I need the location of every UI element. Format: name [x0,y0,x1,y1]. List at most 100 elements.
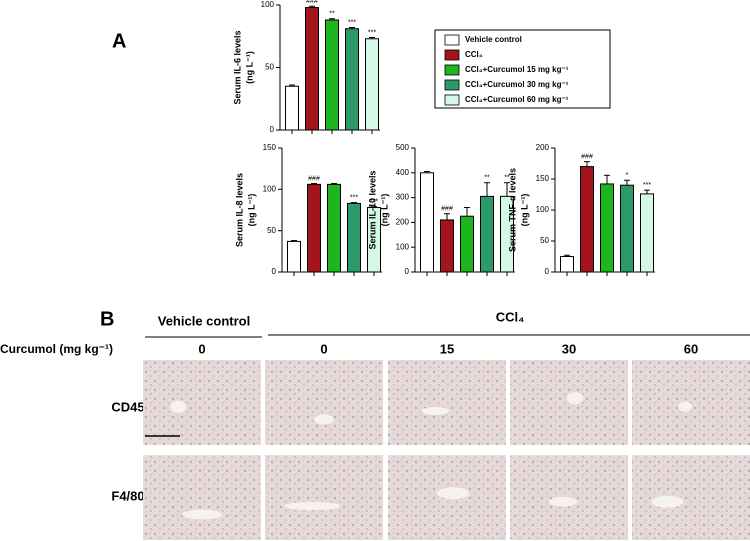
vessel [566,392,583,405]
significance-label: ### [581,153,593,160]
dose-title: Curcumol (mg kg⁻¹) [0,342,113,356]
legend-swatch [444,94,460,106]
row-label: CD45 [111,399,144,414]
bar [480,195,494,273]
y-tick-label: 50 [267,226,276,235]
y-tick-label: 50 [540,236,549,245]
group-label: CCl₄ [496,309,525,324]
legend-box [434,29,611,109]
significance-label: *** [368,29,376,36]
micrograph [510,360,628,445]
y-axis-unit: (ng L⁻¹) [244,51,254,84]
micrograph [143,360,261,445]
legend-label: CCl₄+Curcumol 60 mg kg⁻¹ [465,95,569,104]
vessel [421,407,450,415]
vessel [314,414,334,425]
panel-label: B [100,308,114,330]
bar [325,19,339,131]
legend-swatch [444,79,460,91]
bar [327,183,341,273]
legend-label: CCl₄ [465,50,483,59]
bar [440,219,454,273]
y-axis-unit: (ng L⁻¹) [246,194,256,227]
micrograph [265,455,383,540]
dose-label: 60 [684,341,698,356]
significance-label: * [626,172,629,179]
vessel [284,502,341,510]
dose-label: 15 [440,341,454,356]
y-tick-label: 100 [263,184,277,193]
bar [345,28,359,131]
bar [287,240,301,273]
vessel [182,509,222,520]
y-tick-label: 100 [396,242,410,251]
y-tick-label: 150 [536,174,550,183]
legend-label: CCl₄+Curcumol 30 mg kg⁻¹ [465,80,569,89]
significance-label: ** [484,175,490,182]
y-axis-label: Serum TNF-α levels [507,168,517,252]
bar [620,184,634,273]
y-axis-label: Serum IL-6 levels [232,30,242,104]
significance-label: ** [504,175,510,182]
dose-label: 30 [562,341,576,356]
legend-label: CCl₄+Curcumol 15 mg kg⁻¹ [465,65,569,74]
significance-label: *** [370,199,378,206]
y-tick-label: 200 [396,218,410,227]
significance-label: ### [441,206,453,213]
bar [285,85,299,131]
y-tick-label: 100 [261,0,275,9]
bar [307,183,321,273]
significance-label: ### [308,175,320,182]
bar [367,207,381,273]
y-tick-label: 0 [270,125,275,134]
vessel [436,487,469,500]
legend-swatch [444,64,460,76]
legend-swatch [444,49,460,61]
vessel [549,496,578,507]
bar [500,195,514,273]
y-tick-label: 500 [396,143,410,152]
micrograph [265,360,383,445]
vessel [651,495,684,508]
significance-label: ### [306,0,318,5]
y-tick-label: 0 [545,267,550,276]
y-tick-label: 0 [272,267,277,276]
bar [600,183,614,273]
bar [365,38,379,131]
panel-label: A [112,30,126,52]
bar [580,166,594,273]
micrograph [143,455,261,540]
bar [560,256,574,273]
dose-label: 0 [198,341,205,356]
significance-label: *** [348,19,356,26]
bar [640,193,654,273]
y-tick-label: 300 [396,193,410,202]
significance-label: ** [329,11,335,18]
y-tick-label: 200 [536,143,550,152]
micrograph [632,360,750,445]
y-tick-label: 50 [265,63,274,72]
bar [305,7,319,131]
significance-label: *** [350,194,358,201]
vessel [170,400,187,413]
y-tick-label: 0 [405,267,410,276]
y-axis-unit: (ng L⁻¹) [379,194,389,227]
legend-label: Vehicle control [465,35,522,44]
group-label: Vehicle control [158,313,250,328]
significance-label: *** [643,182,651,189]
y-axis-label: Serum IL-10 levels [367,170,377,249]
y-tick-label: 100 [536,205,550,214]
y-axis-label: Serum IL-8 levels [234,173,244,247]
y-axis-unit: (ng L⁻¹) [519,194,529,227]
bar [420,172,434,273]
legend-swatch [444,34,460,46]
micrograph [632,455,750,540]
bar [347,202,361,273]
y-tick-label: 400 [396,168,410,177]
y-tick-label: 150 [263,143,277,152]
dose-label: 0 [320,341,327,356]
vessel [678,401,693,412]
bar [460,215,474,273]
row-label: F4/80 [111,488,144,503]
